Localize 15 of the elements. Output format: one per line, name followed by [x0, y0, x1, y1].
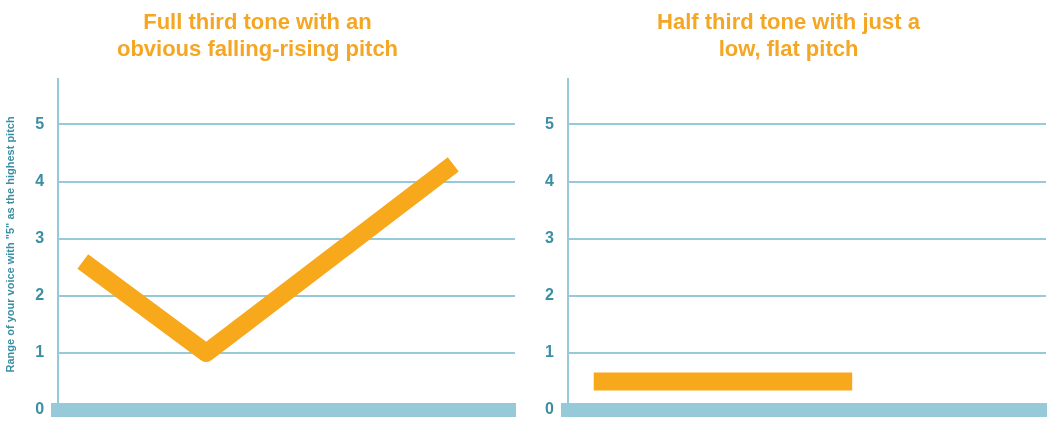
y-tick-label: 2 — [544, 286, 554, 304]
y-tick-label: 3 — [35, 229, 45, 247]
chart-title: Half third tone with just a low, flat pitch — [657, 9, 921, 61]
y-tick-label: 2 — [35, 286, 45, 304]
y-tick-label: 0 — [544, 400, 554, 418]
y-tick-label: 1 — [35, 343, 45, 361]
y-axis-title: Range of your voice with "5" as the highest pitch — [3, 116, 16, 373]
y-tick-label: 1 — [544, 343, 554, 361]
y-tick-label: 5 — [35, 114, 45, 132]
chart-title: Full third tone with an obvious falling-rising pitch — [116, 9, 399, 61]
y-tick-label: 4 — [544, 171, 554, 189]
y-tick-label: 4 — [35, 171, 45, 189]
y-tick-label: 5 — [544, 114, 554, 132]
y-tick-label: 3 — [544, 229, 554, 247]
y-tick-label: 0 — [35, 400, 45, 418]
